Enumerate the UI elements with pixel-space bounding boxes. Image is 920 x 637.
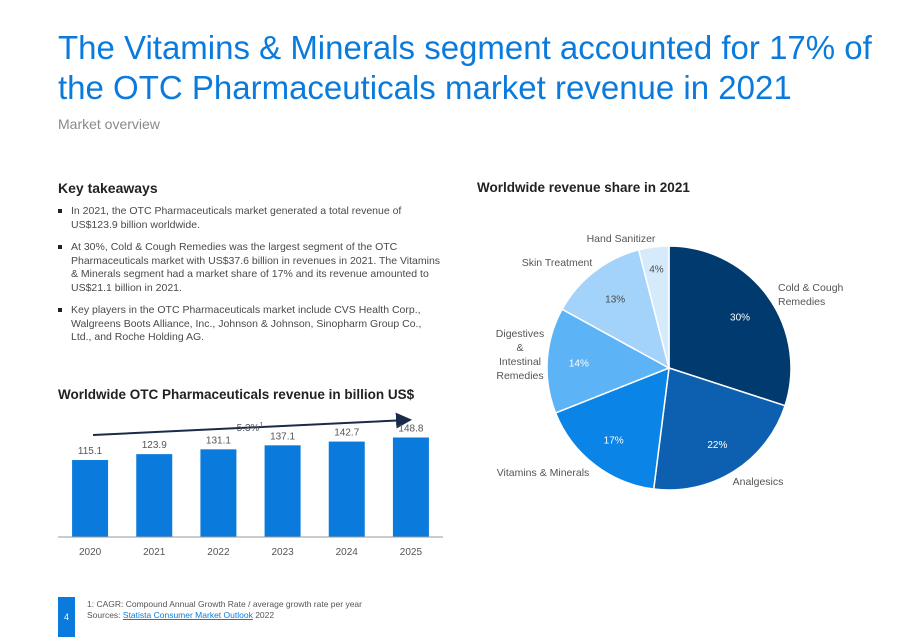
pie-category-label: Cold & Cough Remedies	[778, 282, 844, 308]
pie-slice	[668, 245, 792, 407]
takeaway-item: Key players in the OTC Pharmaceuticals m…	[58, 304, 443, 345]
pie-chart-title: Worldwide revenue share in 2021	[477, 180, 690, 195]
pie-slice	[652, 367, 786, 491]
takeaway-item: At 30%, Cold & Cough Remedies was the la…	[58, 241, 443, 295]
takeaways-heading: Key takeaways	[58, 180, 158, 196]
cagr-label: 5.3%1	[237, 422, 264, 434]
bar-value-label: 131.1	[206, 435, 231, 446]
pie-slice	[554, 366, 670, 490]
bar-2020	[72, 460, 109, 537]
sources-prefix: Sources:	[87, 610, 123, 620]
takeaway-item: In 2021, the OTC Pharmaceuticals market …	[58, 205, 443, 232]
pie-category-label-line: Skin Treatment	[522, 257, 593, 269]
x-tick-label: 2021	[143, 547, 166, 558]
cagr-arrow	[92, 412, 412, 436]
x-tick-label: 2023	[271, 547, 294, 558]
bar-chart-title: Worldwide OTC Pharmaceuticals revenue in…	[58, 387, 415, 402]
pie-category-label-line: Hand Sanitizer	[587, 233, 656, 245]
footnote: 1: CAGR: Compound Annual Growth Rate / a…	[87, 599, 362, 621]
x-tick-label: 2025	[400, 547, 423, 558]
pie-category-label-line: Intestinal	[499, 356, 541, 368]
pie-percent-label: 22%	[707, 440, 727, 451]
page-subtitle: Market overview	[58, 116, 160, 132]
pie-percent-label: 30%	[730, 312, 750, 323]
x-tick-label: 2022	[207, 547, 230, 558]
pie-category-label-line: Remedies	[496, 370, 543, 382]
bar-value-label: 137.1	[270, 431, 295, 442]
sources-line: Sources: Statista Consumer Market Outloo…	[87, 610, 362, 621]
pie-category-label: Hand Sanitizer	[587, 233, 656, 245]
bar-value-label: 115.1	[78, 446, 103, 457]
cagr-footnote: 1: CAGR: Compound Annual Growth Rate / a…	[87, 599, 362, 609]
pie-percent-label: 4%	[649, 265, 664, 276]
bar-value-label: 142.7	[334, 428, 359, 439]
pie-category-label: Analgesics	[733, 476, 784, 488]
pie-slice	[546, 308, 671, 414]
bar-2024	[328, 441, 365, 537]
cagr-superscript: 1	[259, 422, 263, 429]
bar-value-label: 148.8	[398, 423, 423, 434]
pie-category-label-line: Analgesics	[733, 476, 784, 488]
pie-category-label: Skin Treatment	[522, 257, 593, 269]
pie-category-label-line: Digestives	[496, 328, 544, 340]
pie-category-label-line: &	[516, 342, 523, 354]
sources-suffix: 2022	[252, 610, 275, 620]
pie-category-label: Digestives & Intestinal Remedies	[496, 328, 544, 382]
bar-2023	[264, 445, 301, 537]
footer-accent-bar	[58, 597, 75, 637]
x-tick-label: 2024	[336, 547, 359, 558]
page-number: 4	[63, 612, 69, 622]
cagr-value: 5.3%	[237, 423, 260, 434]
takeaways-list: In 2021, the OTC Pharmaceuticals market …	[58, 205, 443, 354]
pie-percent-label: 13%	[605, 295, 625, 306]
bar-chart: 5.3%1 115.1 2020 123.9 2021 131.1 2022 137.1 202…	[58, 412, 443, 558]
pie-category-label-line: Remedies	[778, 296, 825, 308]
bar-value-label: 123.9	[142, 440, 167, 451]
bar-2022	[200, 449, 237, 537]
pie-category-label-line: Cold & Cough	[778, 282, 844, 294]
bar-2025	[392, 437, 429, 537]
pie-category-label: Vitamins & Minerals	[497, 467, 590, 479]
pie-slice	[561, 248, 671, 370]
pie-category-label-line: Vitamins & Minerals	[497, 467, 590, 479]
source-link[interactable]: Statista Consumer Market Outlook	[122, 610, 253, 620]
pie-chart: 30% Cold & Cough Remedies 22% Analgesics 17% V…	[496, 233, 844, 491]
pie-slice	[637, 245, 670, 369]
x-tick-label: 2020	[79, 547, 102, 558]
pie-percent-label: 14%	[569, 358, 589, 369]
pie-percent-label: 17%	[604, 435, 624, 446]
bar-2021	[136, 454, 173, 537]
page-title: The Vitamins & Minerals segment accounte…	[58, 29, 872, 106]
